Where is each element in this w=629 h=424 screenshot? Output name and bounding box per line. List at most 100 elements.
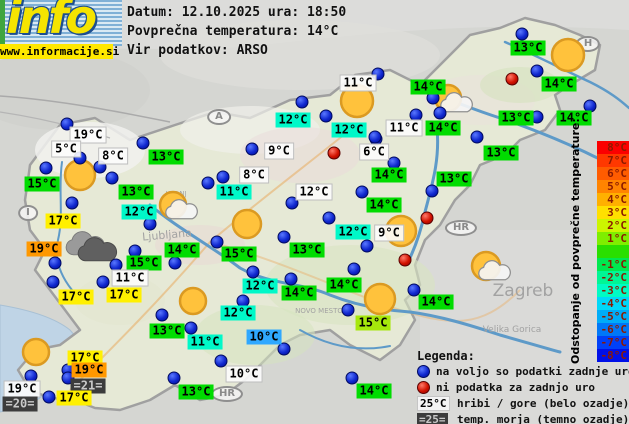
station-temp-label: 13°C <box>118 184 154 200</box>
station-temp-label: 12°C <box>275 112 311 128</box>
station-dot-blue <box>470 130 484 144</box>
station-dot-blue <box>155 308 169 322</box>
station-dot-blue <box>46 275 60 289</box>
station-temp-label: 13°C <box>148 149 184 165</box>
legend-marker: =25= <box>417 412 453 424</box>
sun-cloud-icon <box>157 189 211 235</box>
station-temp-label: 12°C <box>295 183 333 201</box>
station-temp-label: 17°C <box>45 213 81 229</box>
station-temp-label: 13°C <box>178 384 214 400</box>
station-temp-label: 15°C <box>126 255 162 271</box>
station-dot-blue <box>167 371 181 385</box>
station-temp-label: 17°C <box>56 390 92 406</box>
header-source-line: Vir podatkov: ARSO <box>127 43 268 58</box>
station-temp-label: 17°C <box>106 287 142 303</box>
station-dot-blue <box>42 390 56 404</box>
logo-site-link[interactable]: www.informacije.si <box>0 44 120 59</box>
station-dot-blue <box>210 235 224 249</box>
station-temp-label: 11°C <box>385 119 423 137</box>
legend-chip: 25°C <box>417 395 450 411</box>
legend-item-text: na voljo so podatki zadnje ure <box>436 364 629 378</box>
scale-band: -5°C <box>597 310 629 323</box>
station-dot-blue <box>48 256 62 270</box>
header-avg-temp-line: Povprečna temperatura: 14°C <box>127 24 339 39</box>
country-sign-a: A <box>207 109 231 125</box>
scale-band: -3°C <box>597 284 629 297</box>
station-temp-label: 13°C <box>289 242 325 258</box>
station-temp-label: 11°C <box>339 74 377 92</box>
station-temp-label: 14°C <box>418 294 454 310</box>
station-dot-blue <box>530 64 544 78</box>
station-dot-blue <box>345 371 359 385</box>
station-temp-label: 5°C <box>51 140 81 158</box>
station-temp-label: 14°C <box>164 242 200 258</box>
station-temp-label: 13°C <box>510 40 546 56</box>
station-temp-label: 6°C <box>359 143 389 161</box>
header: Datum: 12.10.2025 ura: 18:50 Povprečna t… <box>127 3 346 60</box>
station-temp-label: 15°C <box>24 176 60 192</box>
scale-band: -8°C <box>597 349 629 362</box>
header-date-line: Datum: 12.10.2025 ura: 18:50 <box>127 5 347 20</box>
country-sign-hr: HR <box>444 220 478 236</box>
sun-icon <box>230 207 264 245</box>
info-logo[interactable]: info www.informacije.si <box>0 0 122 62</box>
legend-chip: =25= <box>417 412 448 424</box>
scale-band: 1°C <box>597 232 629 245</box>
station-dot-blue <box>214 354 228 368</box>
sun-icon <box>20 336 52 372</box>
legend: Legenda: na voljo so podatki zadnje ure n… <box>417 349 629 424</box>
logo-stripes <box>0 0 122 46</box>
station-dot-blue <box>347 262 361 276</box>
scale-band: 3°C <box>597 206 629 219</box>
station-temp-label: 10°C <box>246 329 282 345</box>
legend-marker <box>417 380 432 394</box>
station-dot-blue <box>407 283 421 297</box>
station-dot-blue <box>360 239 374 253</box>
station-dot-blue <box>285 196 299 210</box>
station-temp-label: 10°C <box>225 365 263 383</box>
legend-item: 25°C hribi / gore (belo ozadje) <box>417 395 629 411</box>
legend-item-text: hribi / gore (belo ozadje) <box>457 396 629 410</box>
station-temp-label: 12°C <box>335 224 371 240</box>
station-dot-blue <box>433 106 447 120</box>
station-dot-blue <box>65 196 79 210</box>
dark-cloud-icon <box>62 230 118 268</box>
station-dot-red <box>420 211 434 225</box>
station-temp-label: 14°C <box>356 383 392 399</box>
station-temp-label: 11°C <box>187 334 223 350</box>
station-temp-label: 14°C <box>326 277 362 293</box>
scale-band <box>597 245 629 258</box>
station-temp-label: =20= <box>2 396 38 412</box>
station-temp-label: 12°C <box>242 278 278 294</box>
sun-cloud-icon <box>469 249 525 297</box>
station-temp-label: 14°C <box>425 120 461 136</box>
station-dot-blue <box>277 342 291 356</box>
sun-icon <box>362 281 398 321</box>
country-sign-hr: HR <box>210 386 244 402</box>
station-temp-label: 13°C <box>436 171 472 187</box>
red-dot-icon <box>417 380 430 394</box>
station-temp-label: 19°C <box>69 126 107 144</box>
station-dot-blue <box>368 130 382 144</box>
legend-item-text: ni podatka za zadnjo uro <box>436 380 595 394</box>
station-temp-label: 19°C <box>71 362 107 378</box>
legend-marker <box>417 364 432 378</box>
station-temp-label: =21= <box>70 378 106 394</box>
city-label-velika-gorica: Velika Gorica <box>482 325 542 335</box>
station-temp-label: 14°C <box>556 110 592 126</box>
scale-band: 5°C <box>597 180 629 193</box>
station-dot-blue <box>105 171 119 185</box>
station-dot-blue <box>136 136 150 150</box>
scale-band: 2°C <box>597 219 629 232</box>
scale-band: 7°C <box>597 154 629 167</box>
logo-brand-text: info <box>6 0 97 44</box>
station-temp-label: 14°C <box>366 197 402 213</box>
station-dot-blue <box>284 272 298 286</box>
station-dot-blue <box>39 161 53 175</box>
station-temp-label: 15°C <box>221 246 257 262</box>
station-temp-label: 8°C <box>98 147 128 165</box>
